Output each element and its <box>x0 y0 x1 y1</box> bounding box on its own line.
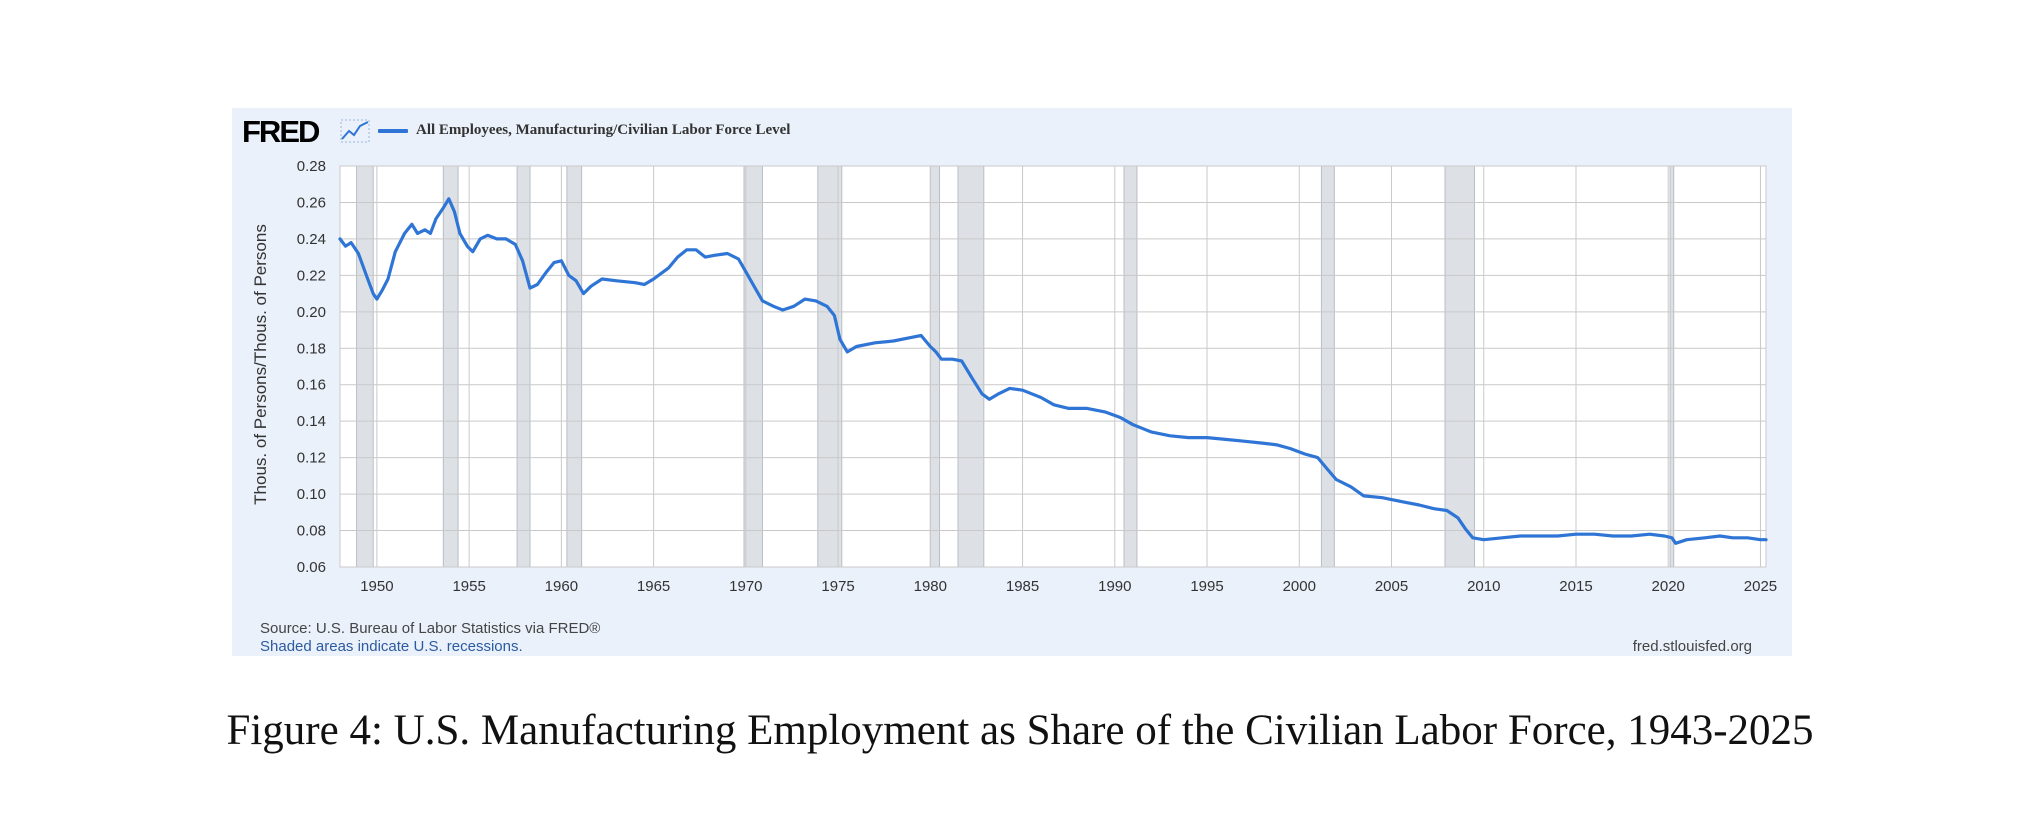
series-line-0 <box>338 197 1768 545</box>
y-tick-label-3: 0.12 <box>297 450 326 467</box>
x-tick-label-9: 1995 <box>1190 578 1223 595</box>
y-tick-label-7: 0.20 <box>297 304 326 321</box>
legend-swatch <box>378 128 408 133</box>
y-tick-label-0: 0.06 <box>297 559 326 576</box>
y-tick-label-1: 0.08 <box>297 523 326 540</box>
plot-area <box>340 166 1766 567</box>
recession-bar-0 <box>356 165 374 568</box>
y-axis-label: Thous. of Persons/Thous. of Persons <box>251 224 270 505</box>
plot-border <box>339 165 1767 568</box>
y-tick-label-11: 0.28 <box>297 158 326 175</box>
chart-panel: FRED All Employees, Manufacturing/Civili… <box>232 108 1792 656</box>
x-tick-label-2: 1960 <box>545 578 578 595</box>
recession-bar-6 <box>929 165 941 568</box>
recession-bar-8 <box>1123 165 1138 568</box>
trend-line-icon <box>340 119 370 143</box>
x-tick-label-8: 1990 <box>1098 578 1131 595</box>
recession-bar-2 <box>516 165 531 568</box>
y-tick-label-6: 0.18 <box>297 340 326 357</box>
line-chart: 0.06 0.08 0.10 0.12 0.14 0.16 0.18 0.20 0.22 0.24… <box>251 158 1777 595</box>
x-tick-label-11: 2005 <box>1375 578 1408 595</box>
recession-bar-9 <box>1320 165 1335 568</box>
x-tick-label-13: 2015 <box>1559 578 1592 595</box>
source-note: Source: U.S. Bureau of Labor Statistics … <box>260 620 601 637</box>
x-tick-label-15: 2025 <box>1744 578 1777 595</box>
figure-caption: Figure 4: U.S. Manufacturing Employment … <box>226 707 1814 754</box>
x-tick-label-1: 1955 <box>452 578 485 595</box>
x-tick-label-3: 1965 <box>637 578 670 595</box>
recession-bar-4 <box>743 165 763 568</box>
x-tick-label-5: 1975 <box>821 578 854 595</box>
y-tick-label-10: 0.26 <box>297 194 326 211</box>
y-tick-label-9: 0.24 <box>297 231 326 248</box>
y-tick-label-8: 0.22 <box>297 267 326 284</box>
recession-bar-10 <box>1444 165 1476 568</box>
y-tick-label-5: 0.16 <box>297 377 326 394</box>
x-tick-label-10: 2000 <box>1283 578 1316 595</box>
recession-note[interactable]: Shaded areas indicate U.S. recessions. <box>260 638 523 655</box>
x-tick-label-7: 1985 <box>1006 578 1039 595</box>
x-tick-label-6: 1980 <box>914 578 947 595</box>
fred-logo: FRED <box>242 114 320 149</box>
x-tick-label-0: 1950 <box>360 578 393 595</box>
recession-bar-3 <box>566 165 583 568</box>
x-tick-label-4: 1970 <box>729 578 762 595</box>
x-tick-label-12: 2010 <box>1467 578 1500 595</box>
x-tick-label-14: 2020 <box>1652 578 1685 595</box>
recession-bar-1 <box>442 165 459 568</box>
y-tick-label-2: 0.10 <box>297 486 326 503</box>
legend: All Employees, Manufacturing/Civilian La… <box>378 122 790 139</box>
recession-bar-11 <box>1669 165 1675 568</box>
fred-url[interactable]: fred.stlouisfed.org <box>1632 638 1752 655</box>
y-tick-label-4: 0.14 <box>297 413 326 430</box>
recession-bar-7 <box>957 165 985 568</box>
legend-label: All Employees, Manufacturing/Civilian La… <box>416 122 791 138</box>
